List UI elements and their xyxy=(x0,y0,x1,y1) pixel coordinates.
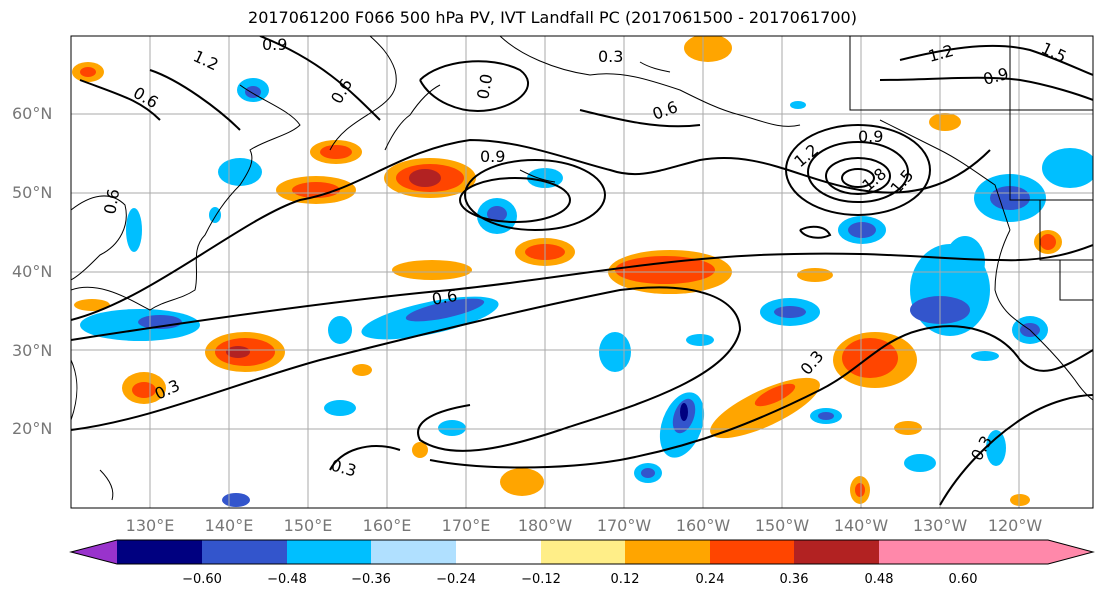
contour-label: 0.3 xyxy=(329,456,359,481)
contour-label: 1.2 xyxy=(790,140,822,171)
lon-label: 140°W xyxy=(833,516,889,535)
contour-label: 0.9 xyxy=(262,35,287,54)
lon-label: 170°E xyxy=(441,516,491,535)
contour-label: 1.2 xyxy=(926,41,956,66)
colorbar-tick: −0.12 xyxy=(521,572,561,587)
graticule xyxy=(71,36,1093,508)
lat-label: 60°N xyxy=(12,104,53,123)
lon-label: 160°W xyxy=(675,516,731,535)
negative-shading xyxy=(80,78,1093,507)
lat-label: 50°N xyxy=(12,183,53,202)
contour-label: 0.6 xyxy=(327,75,356,107)
colorbar-segment xyxy=(117,540,202,564)
colorbar-tick: −0.60 xyxy=(182,572,222,587)
colorbar-segment xyxy=(541,540,625,564)
contour-label: 0.9 xyxy=(480,147,505,166)
lon-label: 140°E xyxy=(204,516,254,535)
colorbar-segment xyxy=(202,540,287,564)
contour-label: 0.6 xyxy=(130,83,162,112)
contour-label: 0.6 xyxy=(100,187,123,215)
colorbar-segment xyxy=(287,540,371,564)
contour-label: 0.0 xyxy=(473,72,496,100)
colorbar-tick: −0.24 xyxy=(436,572,476,587)
colorbar-segment xyxy=(879,540,963,564)
colorbar-segment xyxy=(794,540,879,564)
lon-label: 150°W xyxy=(754,516,810,535)
colorbar xyxy=(69,539,1095,565)
contour-label: 0.9 xyxy=(858,127,883,146)
colorbar-tick: 0.12 xyxy=(610,572,640,587)
colorbar-segment xyxy=(456,540,541,564)
contour-label: 1.2 xyxy=(190,46,221,74)
lon-label: 160°E xyxy=(362,516,412,535)
colorbar-tick: 0.48 xyxy=(864,572,894,587)
lat-label: 40°N xyxy=(12,262,53,281)
positive-shading xyxy=(72,36,1062,506)
lon-label: 130°W xyxy=(912,516,968,535)
lon-label: 130°E xyxy=(125,516,175,535)
colorbar-tick: −0.48 xyxy=(267,572,307,587)
coastlines xyxy=(71,36,1093,501)
lon-label: 120°W xyxy=(987,516,1043,535)
lat-label: 30°N xyxy=(12,341,53,360)
map-title: 2017061200 F066 500 hPa PV, IVT Landfall… xyxy=(248,8,857,27)
contour-label: 0.6 xyxy=(650,97,680,124)
lon-label: 170°W xyxy=(596,516,652,535)
map-frame xyxy=(70,35,1094,509)
colorbar-tick: −0.36 xyxy=(351,572,391,587)
colorbar-segment xyxy=(371,540,456,564)
colorbar-tick: 0.36 xyxy=(779,572,809,587)
contour-label: 0.3 xyxy=(598,47,623,66)
colorbar-tick: 0.24 xyxy=(695,572,725,587)
contour-label: 0.9 xyxy=(981,64,1011,89)
contour-label: 0.3 xyxy=(797,347,828,379)
lon-label: 180°W xyxy=(517,516,573,535)
colorbar-segment xyxy=(710,540,794,564)
colorbar-tick: 0.60 xyxy=(948,572,978,587)
colorbar-segment xyxy=(625,540,710,564)
contour-label: 0.6 xyxy=(430,286,458,309)
lon-label: 150°E xyxy=(283,516,333,535)
lat-label: 20°N xyxy=(12,419,53,438)
pv-contours xyxy=(71,36,1093,506)
